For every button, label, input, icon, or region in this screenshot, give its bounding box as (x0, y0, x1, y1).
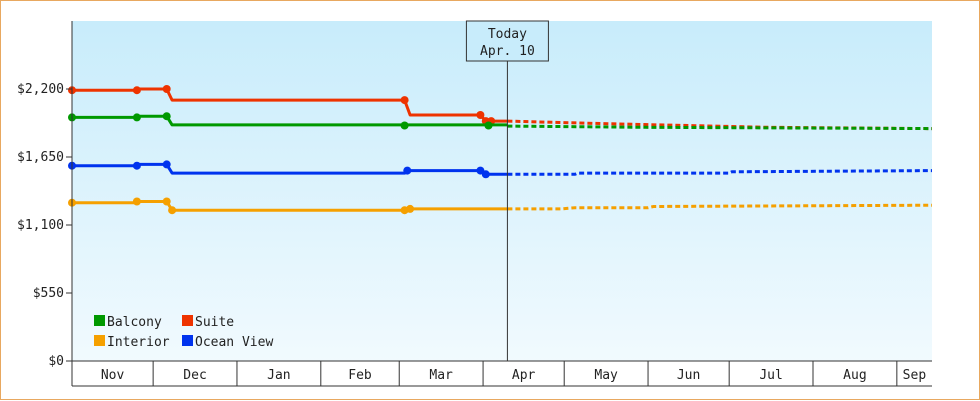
plot-area (72, 21, 932, 361)
legend-label: Ocean View (195, 335, 273, 350)
legend-item: Balcony (94, 315, 162, 330)
x-tick-label: Apr (512, 368, 536, 383)
today-label-box (465, 20, 549, 62)
data-point (132, 86, 141, 95)
data-point (481, 170, 490, 179)
series-interior (68, 197, 933, 215)
data-point (132, 161, 141, 170)
x-tick-label: Jun (677, 368, 700, 383)
x-tick-label: Mar (429, 368, 453, 383)
legend-item: Ocean View (182, 335, 273, 350)
data-point (132, 113, 141, 122)
legend-label: Suite (195, 315, 234, 330)
x-tick-label: May (594, 368, 618, 383)
legend-swatch (182, 315, 193, 326)
data-point (400, 121, 409, 130)
today-label-title: Today (488, 27, 527, 42)
today-label-date: Apr. 10 (480, 44, 535, 59)
x-tick-label: Jul (759, 368, 782, 383)
y-tick-label: $0 (48, 354, 64, 369)
x-tick-label: Jan (267, 368, 290, 383)
data-point (484, 121, 493, 130)
data-point (400, 96, 409, 105)
legend-swatch (94, 335, 105, 346)
data-point (132, 197, 141, 206)
legend-label: Interior (107, 335, 170, 350)
series-forecast-line (507, 119, 933, 131)
legend-label: Balcony (107, 315, 162, 330)
series-balcony (68, 112, 933, 131)
x-tick-label: Aug (843, 368, 866, 383)
data-point (403, 166, 412, 175)
data-point (406, 204, 415, 213)
data-point (162, 197, 171, 206)
y-tick-label: $1,650 (17, 150, 64, 165)
series-forecast-line (507, 169, 933, 176)
series-forecast-line (507, 124, 933, 131)
x-tick-label: Feb (348, 368, 372, 383)
series-ocean-view (68, 160, 933, 179)
legend-item: Interior (94, 335, 170, 350)
series-history-line (72, 114, 508, 127)
data-point (162, 112, 171, 121)
y-tick-label: $550 (33, 286, 64, 301)
x-tick-label: Dec (183, 368, 206, 383)
data-point (162, 160, 171, 169)
data-point (168, 206, 177, 215)
x-tick-label: Nov (101, 368, 125, 383)
legend-swatch (182, 335, 193, 346)
y-tick-label: $2,200 (17, 82, 64, 97)
y-tick-label: $1,100 (17, 218, 64, 233)
series-forecast-line (507, 203, 933, 211)
legend-item: Suite (182, 315, 234, 330)
data-point (162, 85, 171, 93)
data-point (476, 111, 485, 119)
legend-swatch (94, 315, 105, 326)
x-tick-label: Sep (903, 368, 927, 383)
